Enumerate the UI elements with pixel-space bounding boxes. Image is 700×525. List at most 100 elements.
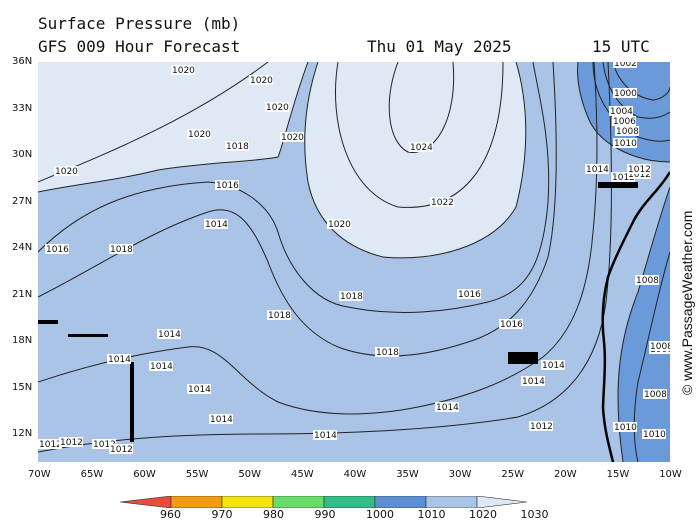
isobar-label-bg — [109, 244, 133, 254]
isobar-label-bg — [215, 180, 239, 190]
forecast-date: Thu 01 May 2025 — [367, 37, 512, 56]
island-cape-verde — [508, 352, 538, 364]
isobar-label-bg — [613, 422, 637, 432]
isobar-label: 1014 — [188, 385, 211, 395]
island-antilles — [68, 334, 108, 337]
isobar-label: 1020 — [281, 133, 304, 143]
isobar-label: 1000 — [614, 89, 637, 99]
isobar-label-bg — [187, 129, 211, 139]
isobar-label-bg — [635, 275, 659, 285]
isobar-label: 1018 — [226, 142, 249, 152]
isobar-label: 1020 — [188, 130, 211, 140]
isobar-label-bg — [430, 197, 454, 207]
isobar-label-bg — [225, 141, 249, 151]
lat-label: 30N — [12, 149, 33, 160]
colorbar-tip-high — [476, 496, 528, 508]
lat-label: 27N — [12, 195, 33, 207]
isobar-label-bg — [107, 354, 131, 364]
isobar-label-bg — [611, 172, 635, 182]
lat-label: 21N — [12, 288, 33, 300]
isobar-label: 1018 — [110, 245, 133, 255]
lon-label: 10W — [659, 469, 682, 480]
colorbar-label: 970 — [211, 508, 233, 521]
isobar-label-bg — [643, 389, 667, 399]
africa-coastline — [601, 171, 670, 462]
isobar-label: 1014 — [586, 165, 609, 175]
isobar-label: 1010 — [614, 139, 637, 149]
isobar-label: 1016 — [216, 181, 239, 191]
isobar-label: 1010 — [643, 430, 666, 440]
lon-label: 50W — [238, 469, 262, 480]
isobar-label-bg — [38, 439, 62, 449]
isobar-label-bg — [267, 310, 291, 320]
lat-label: 15N — [12, 381, 33, 393]
isobar-label: 1014 — [108, 355, 131, 365]
isobar-label: 1020 — [172, 66, 195, 76]
isobar-1014 — [38, 62, 598, 415]
isobar-label: 1018 — [268, 311, 291, 321]
isobar-label-bg — [409, 142, 433, 152]
lat-label: 18N — [12, 335, 33, 346]
lon-label: 55W — [185, 469, 209, 480]
lon-label: 15W — [606, 469, 630, 480]
isobar-label-bg — [280, 132, 304, 142]
isobar-label: 1012 — [530, 422, 553, 432]
isobar-label-bg — [612, 116, 636, 126]
isobar-1018 — [38, 62, 550, 313]
colorbar-swatch — [221, 496, 274, 508]
isobar-label-bg — [249, 75, 273, 85]
lon-label: 20W — [554, 469, 577, 480]
isobar-label: 1012 — [628, 165, 651, 175]
isobar-label: 1014 — [210, 415, 233, 425]
lon-label: 25W — [501, 469, 525, 480]
isobar-1024 — [388, 62, 455, 153]
isobar-label: 1008 — [616, 127, 639, 137]
lon-label: 40W — [343, 469, 367, 480]
map-title: Surface Pressure (mb) — [38, 14, 241, 33]
isobar-1020-west — [38, 62, 309, 193]
isobar-label-bg — [157, 329, 181, 339]
isobar-1020-central — [304, 62, 527, 259]
isobar-label: 1012 — [60, 438, 83, 448]
isobar-label: 1020 — [328, 220, 351, 230]
colorbar-label: 1030 — [520, 508, 549, 521]
island-canaries — [598, 182, 638, 188]
isobar-label-bg — [171, 65, 195, 75]
isobar-label: 1008 — [644, 390, 667, 400]
colorbar-label: 960 — [160, 508, 181, 521]
colorbar-label: 980 — [263, 508, 284, 521]
isobar-label-bg — [499, 319, 523, 329]
isobar-label-bg — [313, 430, 337, 440]
lat-label: 12N — [12, 428, 33, 439]
isobar-label: 1012 — [110, 445, 133, 455]
isobar-label: 1014 — [158, 330, 181, 340]
forecast-subtitle: GFS 009 Hour Forecast — [38, 37, 241, 56]
isobar-label-bg — [109, 444, 133, 454]
isobar-label-bg — [327, 219, 351, 229]
isobar-label: 1014 — [314, 431, 337, 441]
colorbar-label: 1010 — [417, 508, 446, 521]
lon-label: 70W — [28, 469, 51, 480]
pressure-map: 1020 1020 1020 1020 1020 1020 1018 1022 1016 1014… — [38, 62, 670, 462]
lat-label: 24N — [12, 242, 33, 253]
isobar-label-layer: 1020 1020 1020 1020 1020 1020 1018 1022 1016 1014… — [38, 62, 670, 455]
colorbar-swatch — [272, 496, 325, 508]
pressure-colorbar — [120, 496, 528, 508]
isobar-label: 1012 — [39, 440, 62, 450]
lon-label: 30W — [448, 469, 472, 480]
colorbar-label: 990 — [314, 508, 336, 521]
isobar-1010-east — [617, 186, 670, 462]
isobar-label: 1016 — [46, 245, 69, 255]
isobar-label: 1020 — [250, 76, 273, 86]
isobar-label: 1014 — [522, 377, 545, 387]
isobar-label-bg — [209, 414, 233, 424]
isobar-1004-ne — [602, 62, 670, 119]
island-puerto-rico — [38, 320, 58, 324]
isobar-label: 1024 — [410, 143, 433, 153]
isobar-label-bg — [59, 437, 83, 447]
colorbar-swatch — [374, 496, 427, 508]
isobar-label: 1016 — [458, 290, 481, 300]
colorbar-swatch — [170, 496, 223, 508]
isobar-label: 1014 — [205, 220, 228, 230]
colorbar-label: 1000 — [366, 508, 394, 521]
